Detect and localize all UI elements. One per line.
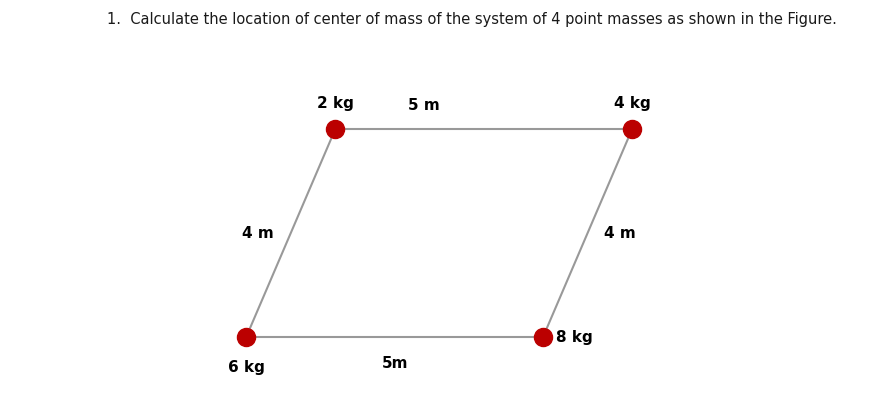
Text: 1.  Calculate the location of center of mass of the system of 4 point masses as : 1. Calculate the location of center of m…	[107, 12, 837, 27]
Text: 5m: 5m	[381, 356, 408, 371]
Text: 2 kg: 2 kg	[317, 97, 354, 111]
Text: 5 m: 5 m	[408, 98, 440, 113]
Text: 4 m: 4 m	[605, 226, 636, 240]
Text: 6 kg: 6 kg	[228, 360, 264, 374]
Text: 4 m: 4 m	[242, 226, 274, 240]
Text: 4 kg: 4 kg	[613, 97, 650, 111]
Text: 8 kg: 8 kg	[556, 330, 593, 344]
